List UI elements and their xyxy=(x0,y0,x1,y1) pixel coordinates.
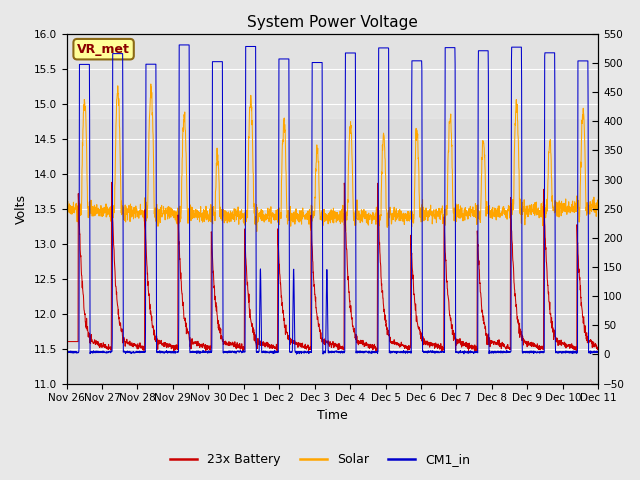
Solar xyxy=(116,125,124,131)
23x Battery xyxy=(493,341,500,347)
CM1_in xyxy=(588,350,595,356)
Solar xyxy=(63,209,70,215)
Solar xyxy=(493,211,500,217)
CM1_in xyxy=(365,348,372,354)
23x Battery xyxy=(108,180,115,185)
23x Battery xyxy=(523,341,531,347)
CM1_in xyxy=(493,349,500,355)
23x Battery xyxy=(63,339,70,345)
Title: System Power Voltage: System Power Voltage xyxy=(247,15,418,30)
CM1_in xyxy=(523,349,531,355)
CM1_in xyxy=(63,348,70,354)
Text: VR_met: VR_met xyxy=(77,43,130,56)
Y-axis label: Volts: Volts xyxy=(15,194,28,224)
23x Battery xyxy=(588,337,595,343)
CM1_in xyxy=(292,351,300,357)
23x Battery xyxy=(372,349,380,355)
23x Battery xyxy=(595,345,602,351)
Legend: 23x Battery, Solar, CM1_in: 23x Battery, Solar, CM1_in xyxy=(164,448,476,471)
Solar xyxy=(231,218,239,224)
CM1_in xyxy=(595,348,602,354)
CM1_in xyxy=(175,42,183,48)
Line: 23x Battery: 23x Battery xyxy=(67,182,598,352)
CM1_in xyxy=(231,348,239,354)
CM1_in xyxy=(116,51,124,57)
Line: CM1_in: CM1_in xyxy=(67,45,598,354)
Solar xyxy=(365,214,372,219)
23x Battery xyxy=(116,323,124,328)
Solar xyxy=(147,81,155,87)
23x Battery xyxy=(364,345,372,350)
Line: Solar: Solar xyxy=(67,84,598,231)
Solar xyxy=(595,199,602,205)
Solar xyxy=(253,228,260,234)
Solar xyxy=(588,206,595,212)
Solar xyxy=(523,206,531,212)
Bar xyxy=(67,33,598,118)
X-axis label: Time: Time xyxy=(317,409,348,422)
23x Battery xyxy=(231,342,239,348)
